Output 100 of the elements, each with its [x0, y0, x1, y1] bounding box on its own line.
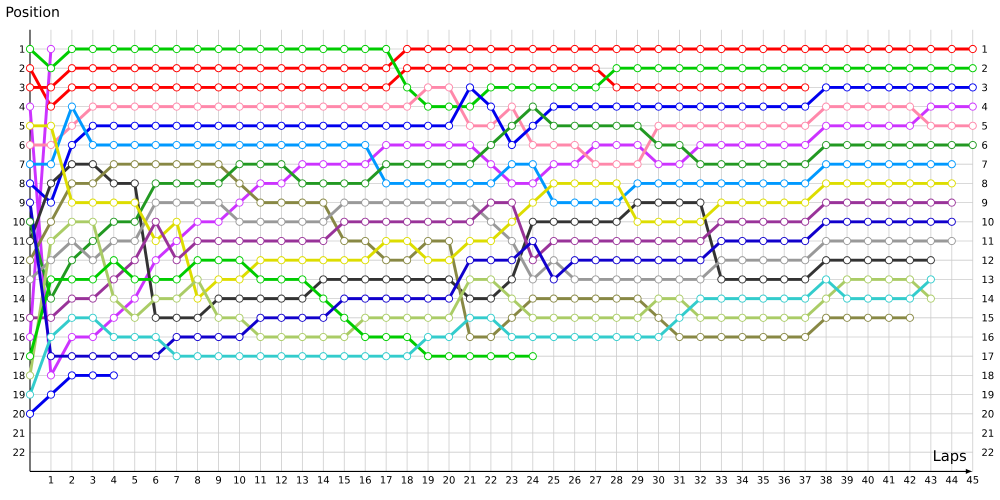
- point: [508, 236, 516, 246]
- point: [633, 236, 642, 246]
- point: [948, 122, 956, 130]
- point: [926, 198, 935, 207]
- point: [842, 140, 852, 150]
- point: [717, 236, 726, 246]
- point: [214, 122, 223, 130]
- point: [570, 140, 579, 150]
- point: [738, 44, 746, 54]
- point: [696, 256, 704, 264]
- point: [172, 140, 181, 150]
- point: [26, 410, 34, 418]
- point: [633, 44, 642, 54]
- point: [361, 44, 370, 54]
- x-tick-label: 5: [132, 476, 138, 484]
- point: [654, 236, 663, 246]
- point: [822, 198, 830, 207]
- point: [738, 332, 746, 342]
- point: [444, 294, 454, 303]
- point: [550, 332, 558, 342]
- point: [340, 218, 348, 226]
- point: [612, 179, 621, 188]
- y2-tick-label: 5: [982, 122, 987, 130]
- point: [717, 198, 726, 207]
- point: [528, 44, 537, 54]
- point: [948, 64, 956, 72]
- point: [486, 294, 495, 303]
- point: [88, 83, 97, 92]
- x-tick-label: 43: [924, 476, 936, 484]
- point: [235, 160, 244, 168]
- point: [696, 160, 704, 168]
- point: [214, 160, 223, 168]
- point: [319, 160, 328, 168]
- x-tick-label: 20: [443, 476, 455, 484]
- point: [633, 140, 642, 150]
- point: [256, 294, 265, 303]
- point: [382, 294, 390, 303]
- point: [130, 314, 139, 322]
- point: [486, 198, 495, 207]
- point: [424, 275, 432, 284]
- point: [508, 352, 516, 360]
- point: [612, 102, 621, 111]
- point: [864, 64, 872, 72]
- point: [26, 64, 34, 72]
- point: [738, 64, 746, 72]
- point: [88, 294, 97, 303]
- point: [864, 179, 872, 188]
- point: [633, 122, 642, 130]
- point: [235, 332, 244, 342]
- point: [654, 160, 663, 168]
- point: [486, 179, 495, 188]
- point: [340, 314, 348, 322]
- x-tick-label: 15: [339, 476, 350, 484]
- point: [68, 83, 76, 92]
- point: [822, 236, 830, 246]
- point: [235, 179, 244, 188]
- point: [508, 294, 516, 303]
- point: [319, 198, 328, 207]
- y2-tick-label: 11: [982, 237, 994, 245]
- point: [68, 314, 76, 322]
- point: [759, 122, 768, 130]
- point: [759, 102, 768, 111]
- y2-tick-label: 19: [982, 390, 994, 398]
- point: [717, 332, 726, 342]
- point: [948, 236, 956, 246]
- point: [444, 83, 454, 92]
- point: [592, 122, 600, 130]
- point: [780, 198, 788, 207]
- point: [884, 140, 894, 150]
- point: [801, 140, 810, 150]
- point: [550, 275, 558, 284]
- point: [46, 160, 56, 168]
- point: [570, 83, 579, 92]
- point: [277, 294, 286, 303]
- point: [592, 198, 600, 207]
- point: [759, 179, 768, 188]
- point: [926, 218, 935, 226]
- y-tick-label: 21: [13, 429, 24, 437]
- x-tick-label: 33: [716, 476, 727, 484]
- point: [550, 179, 558, 188]
- point: [528, 352, 537, 360]
- point: [780, 275, 788, 284]
- point: [528, 198, 537, 207]
- point: [110, 102, 118, 111]
- point: [152, 352, 160, 360]
- point: [801, 236, 810, 246]
- point: [759, 44, 768, 54]
- point: [592, 256, 600, 264]
- point: [340, 179, 348, 188]
- point: [110, 275, 118, 284]
- point: [256, 352, 265, 360]
- point: [864, 102, 872, 111]
- point: [68, 140, 76, 150]
- point: [570, 122, 579, 130]
- point: [194, 102, 202, 111]
- point: [88, 44, 97, 54]
- point: [486, 256, 495, 264]
- point: [570, 102, 579, 111]
- point: [466, 83, 474, 92]
- point: [382, 83, 390, 92]
